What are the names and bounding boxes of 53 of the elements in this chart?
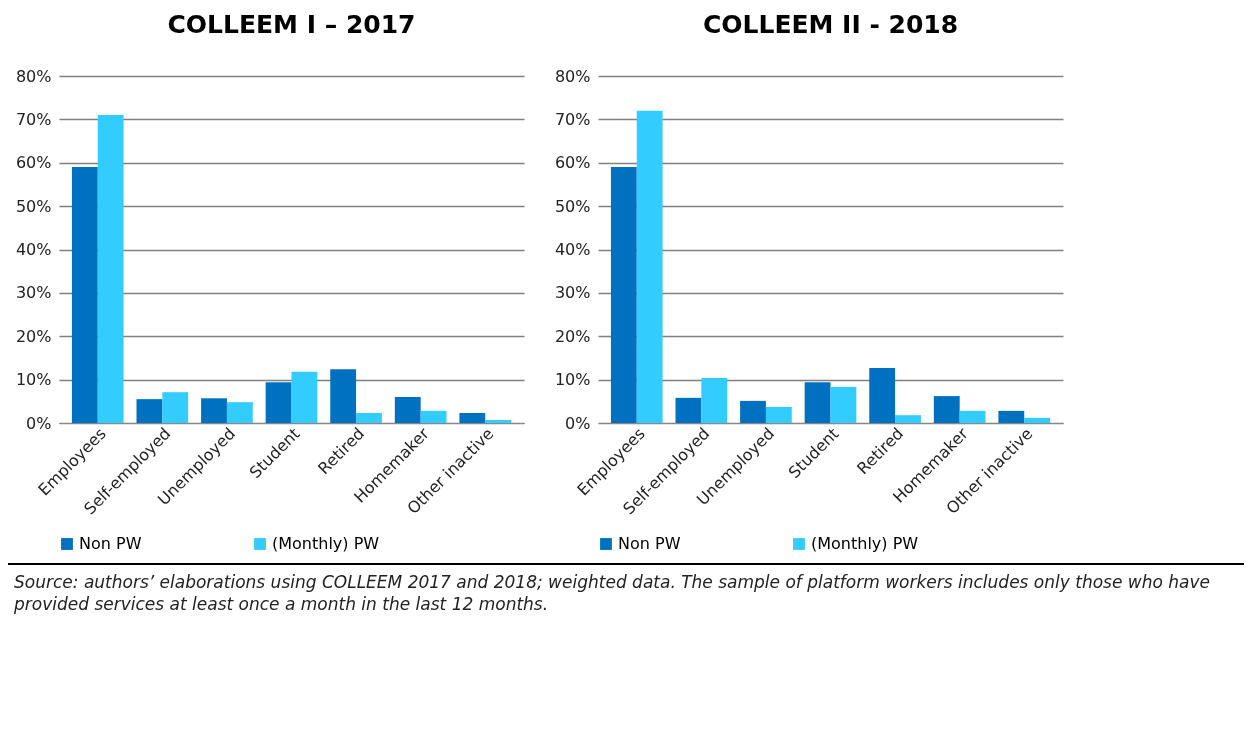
y-tick-label: 70% bbox=[554, 109, 591, 129]
y-tick-label: 0% bbox=[26, 413, 52, 433]
bar bbox=[356, 413, 382, 423]
legend-label: Non PW bbox=[79, 534, 142, 553]
bar bbox=[933, 396, 960, 423]
legend-label: Non PW bbox=[618, 534, 681, 553]
bar bbox=[740, 400, 766, 423]
bar bbox=[636, 110, 663, 423]
bar bbox=[830, 387, 857, 423]
source-note: Source: authors’ elaborations using COLLEEM 2017 and 2018; weighted data. The sample of platform workers includes only those who have provided services at least once a month in the last 12 months. bbox=[14, 571, 1211, 615]
y-tick-label: 20% bbox=[15, 326, 52, 346]
y-tick-label: 50% bbox=[15, 196, 52, 216]
bar bbox=[701, 377, 728, 423]
y-tick-label: 60% bbox=[554, 153, 591, 173]
bar bbox=[394, 396, 421, 423]
y-tick-label: 80% bbox=[15, 66, 52, 86]
bar bbox=[201, 398, 227, 423]
y-tick-label: 70% bbox=[15, 109, 52, 129]
bar bbox=[959, 410, 986, 423]
bar bbox=[675, 397, 702, 423]
y-tick-label: 30% bbox=[15, 283, 52, 303]
legend-label: (Monthly) PW bbox=[272, 534, 380, 553]
bar bbox=[71, 167, 98, 423]
bar bbox=[998, 410, 1025, 423]
bar bbox=[226, 402, 253, 423]
legend-label: (Monthly) PW bbox=[811, 534, 919, 553]
bar bbox=[330, 369, 357, 423]
bar bbox=[765, 406, 792, 423]
y-tick-label: 60% bbox=[15, 153, 52, 173]
bar bbox=[485, 419, 512, 423]
y-tick-label: 80% bbox=[554, 66, 591, 86]
y-tick-label: 40% bbox=[554, 240, 591, 259]
bar bbox=[291, 371, 318, 423]
bar bbox=[895, 415, 921, 423]
y-tick-label: 10% bbox=[15, 370, 52, 390]
y-tick-label: 0% bbox=[565, 413, 591, 433]
y-tick-label: 30% bbox=[554, 283, 591, 303]
bar bbox=[459, 413, 486, 423]
bar bbox=[265, 382, 292, 423]
y-tick-label: 10% bbox=[554, 370, 591, 390]
bar bbox=[162, 392, 189, 423]
bar bbox=[610, 167, 637, 423]
chart-title: COLLEEM II - 2018 bbox=[702, 10, 959, 39]
bar bbox=[136, 399, 163, 423]
bar bbox=[804, 382, 831, 423]
bar bbox=[97, 115, 124, 423]
chart-title: COLLEEM I – 2017 bbox=[167, 10, 416, 39]
y-tick-label: 50% bbox=[554, 196, 591, 216]
y-tick-label: 40% bbox=[15, 240, 52, 259]
bar bbox=[1024, 417, 1051, 423]
bar bbox=[869, 367, 896, 423]
bar bbox=[420, 410, 447, 423]
y-tick-label: 20% bbox=[554, 326, 591, 346]
